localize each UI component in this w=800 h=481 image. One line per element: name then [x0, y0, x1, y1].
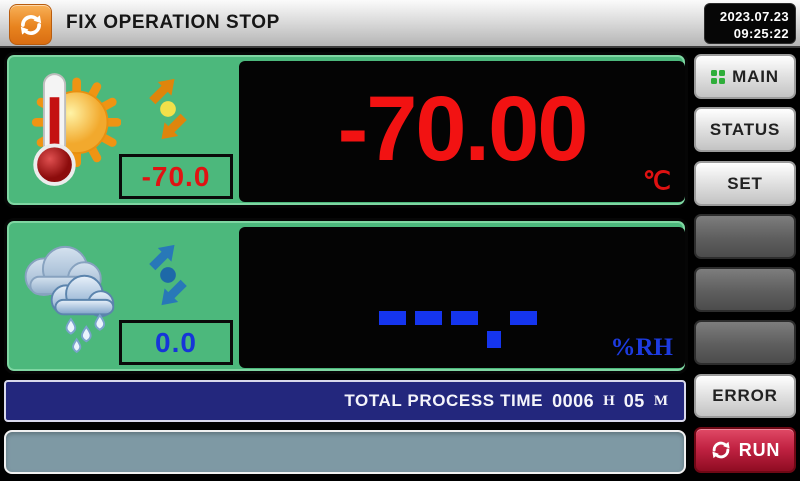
- date-text: 2023.07.23: [719, 9, 789, 24]
- rain-cloud-icon: [15, 235, 121, 357]
- title-bar: FIX OPERATION STOP 2023.07.23 09:25:22: [0, 0, 800, 48]
- sync-arrows-icon: [710, 439, 732, 461]
- humidity-panel: 0.0 %RH: [4, 218, 688, 374]
- message-bar: [4, 430, 686, 474]
- process-time-hours-unit: H: [603, 392, 615, 409]
- humidity-unit: %RH: [610, 334, 674, 361]
- process-time-label: TOTAL PROCESS TIME: [344, 391, 544, 410]
- set-button-label: SET: [727, 173, 763, 193]
- process-time-minutes-unit: M: [653, 392, 668, 409]
- process-time-minutes: 05: [623, 390, 645, 411]
- status-button-label: STATUS: [709, 119, 781, 139]
- run-button[interactable]: RUN: [694, 427, 796, 473]
- blank-button-3[interactable]: [694, 320, 796, 365]
- blank-button-2[interactable]: [694, 267, 796, 312]
- status-button[interactable]: STATUS: [694, 107, 796, 152]
- humidity-value-segments: [379, 311, 537, 348]
- temperature-setpoint-field[interactable]: -70.0: [119, 154, 233, 199]
- temperature-panel: -70.0 -70.00 ℃: [4, 52, 688, 208]
- humidity-trend-arrows-icon: [139, 227, 197, 323]
- humidity-display: %RH: [239, 227, 685, 368]
- error-button-label: ERROR: [712, 386, 778, 405]
- error-button[interactable]: ERROR: [694, 374, 796, 418]
- set-button[interactable]: SET: [694, 161, 796, 206]
- temperature-value: -70.00: [337, 78, 589, 180]
- temperature-display: -70.00 ℃: [239, 61, 685, 202]
- sync-arrows-icon: [9, 4, 52, 45]
- datetime-display: 2023.07.23 09:25:22: [704, 3, 796, 44]
- blank-button-1[interactable]: [694, 214, 796, 259]
- run-button-label: RUN: [738, 439, 781, 460]
- time-text: 09:25:22: [733, 26, 789, 41]
- temperature-unit: ℃: [642, 168, 671, 195]
- humidity-setpoint-field[interactable]: 0.0: [119, 320, 233, 365]
- temperature-trend-arrows-icon: [139, 61, 197, 157]
- thermometer-sun-icon: [15, 69, 122, 191]
- page-title: FIX OPERATION STOP: [66, 12, 280, 33]
- main-button-label: MAIN: [732, 66, 779, 86]
- total-process-time-bar: TOTAL PROCESS TIME 0006 H 05 M: [4, 380, 686, 422]
- main-button[interactable]: MAIN: [694, 54, 796, 99]
- process-time-hours: 0006: [552, 390, 595, 411]
- grid-dots-icon: [711, 69, 726, 84]
